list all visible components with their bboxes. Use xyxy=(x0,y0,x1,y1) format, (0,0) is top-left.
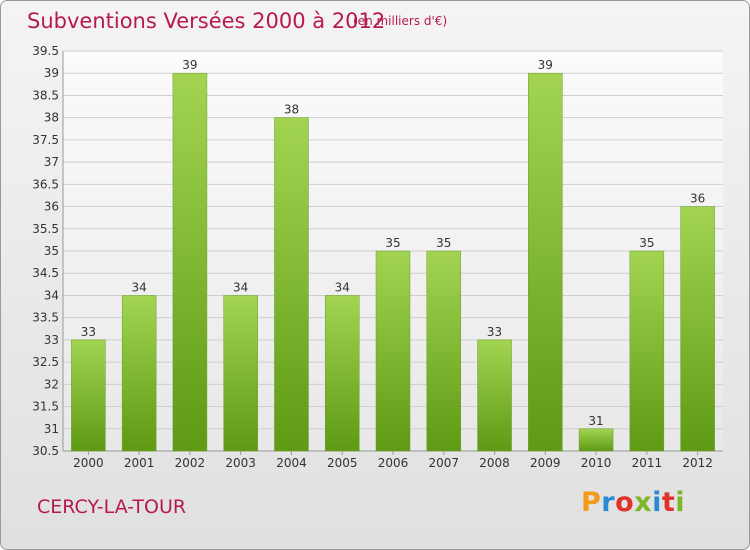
proxiti-logo[interactable]: Proxiti xyxy=(581,487,685,518)
logo-letter: P xyxy=(581,487,602,518)
logo-letter: i xyxy=(675,487,686,518)
x-tick-label: 2007 xyxy=(428,456,459,470)
logo-letter: t xyxy=(661,487,676,518)
y-tick-label: 31.5 xyxy=(32,400,59,414)
y-tick-label: 37 xyxy=(44,155,59,169)
y-tick-label: 31 xyxy=(44,422,59,436)
data-label: 35 xyxy=(385,236,400,250)
data-label: 33 xyxy=(487,325,502,339)
data-label: 34 xyxy=(335,280,350,294)
y-tick-label: 33 xyxy=(44,333,59,347)
bar xyxy=(477,339,512,452)
x-tick-label: 2000 xyxy=(73,456,104,470)
data-label: 39 xyxy=(182,58,197,72)
x-tick-label: 2008 xyxy=(479,456,510,470)
y-tick-label: 36.5 xyxy=(32,177,59,191)
y-tick-label: 38.5 xyxy=(32,88,59,102)
x-tick-label: 2009 xyxy=(530,456,561,470)
data-label: 33 xyxy=(81,325,96,339)
y-tick-label: 32.5 xyxy=(32,355,59,369)
x-tick-label: 2010 xyxy=(581,456,612,470)
logo-letter: r xyxy=(601,487,616,518)
x-tick-label: 2001 xyxy=(124,456,155,470)
x-tick-label: 2002 xyxy=(175,456,206,470)
y-tick-label: 32 xyxy=(44,377,59,391)
chart-subtitle: (en milliers d'€) xyxy=(353,14,448,28)
logo-letter: i xyxy=(652,487,662,518)
bar xyxy=(223,295,258,452)
chart-title: Subventions Versées 2000 à 2012 xyxy=(27,9,386,33)
y-tick-label: 35 xyxy=(44,244,59,258)
y-tick-label: 38 xyxy=(44,111,59,125)
y-tick-label: 39.5 xyxy=(32,44,59,58)
x-tick-label: 2012 xyxy=(682,456,713,470)
data-label: 35 xyxy=(639,236,654,250)
logo-letter: o xyxy=(615,487,635,518)
data-label: 31 xyxy=(588,414,603,428)
data-label: 36 xyxy=(690,192,705,206)
x-tick-label: 2005 xyxy=(327,456,358,470)
bar xyxy=(375,250,411,452)
bar xyxy=(426,250,462,452)
x-tick-label: 2006 xyxy=(378,456,409,470)
x-tick-label: 2011 xyxy=(632,456,663,470)
bar xyxy=(274,117,309,452)
data-label: 39 xyxy=(538,58,553,72)
data-label: 34 xyxy=(132,280,147,294)
y-tick-label: 33.5 xyxy=(32,311,59,325)
bar xyxy=(680,206,715,452)
y-tick-label: 35.5 xyxy=(32,222,59,236)
y-tick-label: 30.5 xyxy=(32,444,59,458)
bar xyxy=(172,72,208,452)
y-tick-label: 34.5 xyxy=(32,266,59,280)
y-tick-label: 36 xyxy=(44,200,59,214)
data-label: 35 xyxy=(436,236,451,250)
bar xyxy=(528,72,563,452)
x-tick-label: 2003 xyxy=(225,456,256,470)
bar xyxy=(629,250,665,452)
logo-letter: x xyxy=(634,487,653,518)
y-tick-label: 37.5 xyxy=(32,133,59,147)
location-name: CERCY-LA-TOUR xyxy=(37,496,187,518)
bar xyxy=(324,295,360,452)
bar xyxy=(578,428,614,452)
y-tick-label: 34 xyxy=(44,288,59,302)
bar xyxy=(71,339,106,452)
data-label: 38 xyxy=(284,103,299,117)
x-tick-label: 2004 xyxy=(276,456,307,470)
bar xyxy=(121,295,157,452)
data-label: 34 xyxy=(233,280,248,294)
y-tick-label: 39 xyxy=(44,66,59,80)
